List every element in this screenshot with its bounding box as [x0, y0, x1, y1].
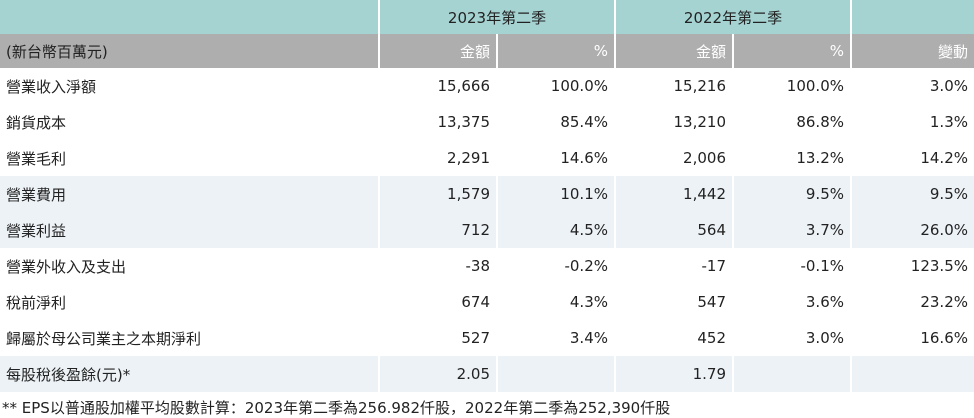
pct-2022: -0.1%: [732, 248, 851, 284]
pct-2023: 14.6%: [496, 140, 615, 176]
amount-2022: 564: [614, 212, 733, 248]
change-value: 26.0%: [850, 212, 974, 248]
column-header-change: 變動: [850, 34, 974, 68]
row-label: 營業毛利: [0, 140, 379, 176]
pct-2022: 3.0%: [732, 320, 851, 356]
financial-summary-table: 2023年第二季 2022年第二季 (新台幣百萬元) 金額 % 金額 % 變動 …: [0, 0, 974, 392]
pct-2023: 3.4%: [496, 320, 615, 356]
change-value: 1.3%: [850, 104, 974, 140]
pct-2022: 13.2%: [732, 140, 851, 176]
table-row: 歸屬於母公司業主之本期淨利 527 3.4% 452 3.0% 16.6%: [0, 320, 974, 356]
table-row: 營業收入淨額 15,666 100.0% 15,216 100.0% 3.0%: [0, 68, 974, 104]
amount-2023: 527: [378, 320, 497, 356]
amount-2022: 452: [614, 320, 733, 356]
amount-2023: 2.05: [378, 356, 497, 392]
amount-2022: 1.79: [614, 356, 733, 392]
row-label: 歸屬於母公司業主之本期淨利: [0, 320, 379, 356]
column-header-amount-2023: 金額: [378, 34, 497, 68]
column-header-pct-2023: %: [496, 34, 615, 68]
row-label: 營業收入淨額: [0, 68, 379, 104]
amount-2023: 15,666: [378, 68, 497, 104]
pct-2022: 3.7%: [732, 212, 851, 248]
pct-2023: [496, 356, 615, 392]
amount-2023: 2,291: [378, 140, 497, 176]
table-row: 營業費用 1,579 10.1% 1,442 9.5% 9.5%: [0, 176, 974, 212]
column-header-amount-2022: 金額: [614, 34, 733, 68]
pct-2023: 85.4%: [496, 104, 615, 140]
row-label: 銷貨成本: [0, 104, 379, 140]
amount-2023: 1,579: [378, 176, 497, 212]
pct-2023: 4.5%: [496, 212, 615, 248]
table-row: 稅前淨利 674 4.3% 547 3.6% 23.2%: [0, 284, 974, 320]
amount-2022: 547: [614, 284, 733, 320]
header-blank-cell-change: [850, 0, 974, 34]
amount-2022: 2,006: [614, 140, 733, 176]
row-label: 稅前淨利: [0, 284, 379, 320]
pct-2022: 3.6%: [732, 284, 851, 320]
amount-2023: 13,375: [378, 104, 497, 140]
column-header-row: (新台幣百萬元) 金額 % 金額 % 變動: [0, 34, 974, 68]
table-row: 銷貨成本 13,375 85.4% 13,210 86.8% 1.3%: [0, 104, 974, 140]
table-row: 營業外收入及支出 -38 -0.2% -17 -0.1% 123.5%: [0, 248, 974, 284]
amount-2022: 15,216: [614, 68, 733, 104]
pct-2022: 9.5%: [732, 176, 851, 212]
amount-2022: 13,210: [614, 104, 733, 140]
row-label: 營業外收入及支出: [0, 248, 379, 284]
table-row: 營業毛利 2,291 14.6% 2,006 13.2% 14.2%: [0, 140, 974, 176]
pct-2023: -0.2%: [496, 248, 615, 284]
amount-2023: -38: [378, 248, 497, 284]
pct-2022: 86.8%: [732, 104, 851, 140]
eps-footnote: ** EPS以普通股加權平均股數計算：2023年第二季為256.982仟股，20…: [2, 399, 671, 417]
change-value: 123.5%: [850, 248, 974, 284]
row-label: 每股稅後盈餘(元)*: [0, 356, 379, 392]
change-value: 3.0%: [850, 68, 974, 104]
unit-label: (新台幣百萬元): [0, 34, 379, 68]
change-value: 23.2%: [850, 284, 974, 320]
change-value: 14.2%: [850, 140, 974, 176]
pct-2023: 4.3%: [496, 284, 615, 320]
pct-2022: 100.0%: [732, 68, 851, 104]
pct-2023: 10.1%: [496, 176, 615, 212]
table-row: 每股稅後盈餘(元)* 2.05 1.79: [0, 356, 974, 392]
amount-2022: 1,442: [614, 176, 733, 212]
pct-2022: [732, 356, 851, 392]
column-header-pct-2022: %: [732, 34, 851, 68]
amount-2022: -17: [614, 248, 733, 284]
period-header-row: 2023年第二季 2022年第二季: [0, 0, 974, 34]
header-blank-cell: [0, 0, 379, 34]
row-label: 營業費用: [0, 176, 379, 212]
change-value: 9.5%: [850, 176, 974, 212]
amount-2023: 712: [378, 212, 497, 248]
change-value: [850, 356, 974, 392]
table-row: 營業利益 712 4.5% 564 3.7% 26.0%: [0, 212, 974, 248]
pct-2023: 100.0%: [496, 68, 615, 104]
period-header-2023: 2023年第二季: [378, 0, 615, 34]
row-label: 營業利益: [0, 212, 379, 248]
change-value: 16.6%: [850, 320, 974, 356]
period-header-2022: 2022年第二季: [614, 0, 851, 34]
amount-2023: 674: [378, 284, 497, 320]
